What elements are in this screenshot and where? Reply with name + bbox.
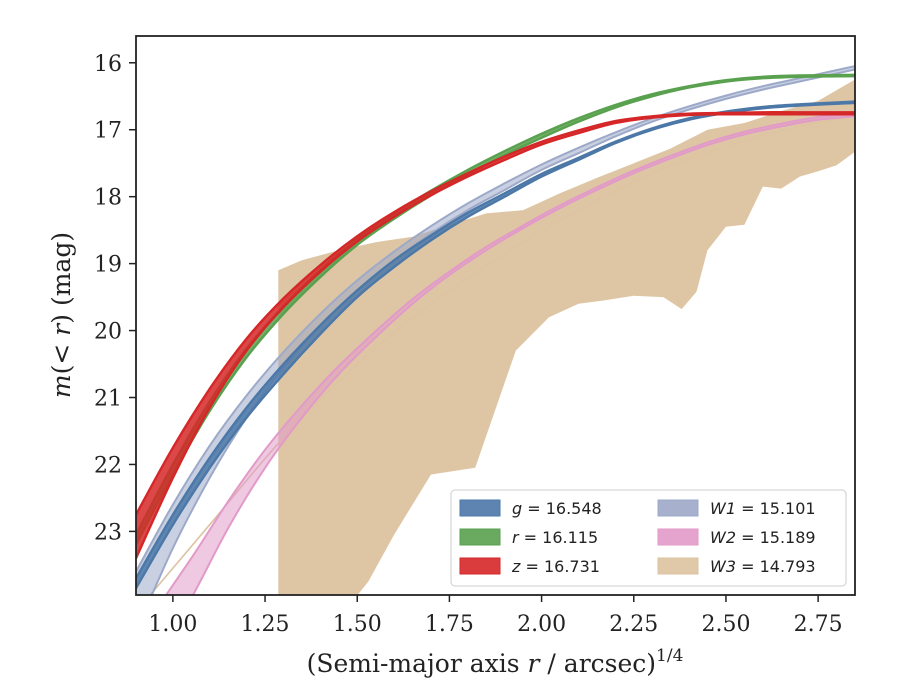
legend-item-w3: W3 = 14.793	[657, 557, 816, 576]
band-lower-edge	[191, 115, 855, 595]
y-tick-label: 18	[94, 186, 122, 211]
legend-label: r = 16.115	[512, 528, 598, 547]
series-w3	[278, 79, 855, 595]
legend-item-w2: W2 = 15.189	[657, 528, 816, 547]
legend-swatch	[459, 499, 501, 517]
x-tick-label: 2.25	[609, 612, 658, 637]
y-tick-label: 20	[94, 320, 122, 345]
x-tick-label: 1.00	[148, 612, 197, 637]
band-upper-edge	[136, 111, 855, 516]
legend-swatch	[657, 528, 699, 546]
legend-label: z = 16.731	[511, 557, 600, 576]
legend-item-w1: W1 = 15.101	[657, 499, 816, 518]
y-tick-label: 16	[94, 52, 122, 77]
y-tick-label: 22	[94, 453, 122, 478]
y-axis-ticks: 16 17 18 19 20 21 22 23	[94, 52, 136, 545]
legend-swatch	[459, 557, 501, 575]
x-axis-ticks: 1.00 1.25 1.50 1.75 2.00 2.25 2.50 2.75	[148, 595, 843, 637]
legend-label: g = 16.548	[512, 499, 602, 518]
x-tick-label: 1.25	[241, 612, 290, 637]
x-axis-label: (Semi-major axis r / arcsec)1/4	[307, 646, 684, 678]
legend: g = 16.548 r = 16.115 z = 16.731 W1 = 15.10…	[450, 489, 847, 587]
y-axis-label: m(< r) (mag)	[47, 232, 76, 398]
plot-frame	[135, 35, 856, 596]
x-tick-label: 2.00	[517, 612, 566, 637]
legend-label: W1 = 15.101	[710, 499, 816, 518]
legend-item-z: z = 16.731	[459, 557, 600, 576]
legend-swatch	[657, 499, 699, 517]
legend-item-g: g = 16.548	[459, 499, 602, 518]
legend-swatch	[657, 557, 699, 575]
y-tick-label: 17	[94, 119, 122, 144]
legend-swatch	[459, 528, 501, 546]
band-lower-edge	[136, 113, 855, 559]
series-w2	[164, 112, 855, 595]
y-tick-label: 23	[94, 520, 122, 545]
y-tick-label: 19	[94, 253, 122, 278]
x-tick-label: 2.75	[794, 612, 843, 637]
legend-item-r: r = 16.115	[459, 528, 598, 547]
x-tick-label: 1.75	[425, 612, 474, 637]
series-z	[136, 111, 855, 559]
legend-label: W2 = 15.189	[710, 528, 816, 547]
x-tick-label: 1.50	[333, 612, 382, 637]
legend-label: W3 = 14.793	[710, 557, 816, 576]
band-area	[278, 79, 855, 595]
x-tick-label: 2.50	[701, 612, 750, 637]
band-upper-edge	[136, 65, 855, 573]
series-layer	[136, 65, 855, 595]
y-tick-label: 21	[94, 387, 122, 412]
band-upper-edge	[164, 112, 855, 595]
legend-box	[450, 489, 847, 587]
